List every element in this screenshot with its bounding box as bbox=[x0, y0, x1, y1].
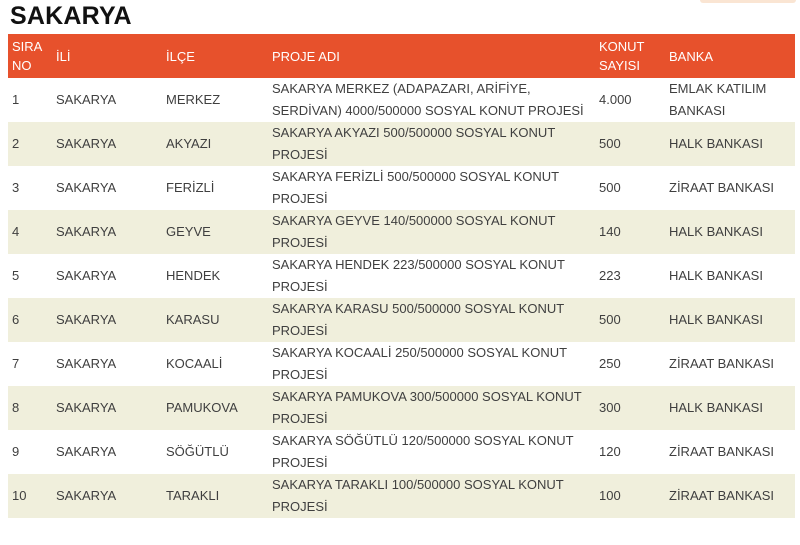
table-row: 7 SAKARYA KOCAALİ SAKARYA KOCAALİ 250/50… bbox=[8, 342, 795, 386]
cell-ili: SAKARYA bbox=[56, 400, 117, 415]
header-ilce: İLÇE bbox=[162, 34, 268, 78]
cell-konut-sayisi: 4.000 bbox=[599, 92, 632, 107]
cell-konut-sayisi: 500 bbox=[599, 136, 621, 151]
header-konut-sayisi: KONUT SAYISI bbox=[595, 34, 665, 78]
cell-konut-sayisi: 300 bbox=[599, 400, 621, 415]
top-right-accent-strip bbox=[700, 0, 796, 3]
cell-ilce: SÖĞÜTLÜ bbox=[166, 444, 229, 459]
header-ili: İLİ bbox=[52, 34, 162, 78]
cell-ili: SAKARYA bbox=[56, 268, 117, 283]
table-row: 6 SAKARYA KARASU SAKARYA KARASU 500/5000… bbox=[8, 298, 795, 342]
header-banka: BANKA bbox=[665, 34, 795, 78]
cell-banka: HALK BANKASI bbox=[669, 136, 763, 151]
cell-proje-adi: SAKARYA GEYVE 140/500000 SOSYAL KONUT PR… bbox=[272, 213, 556, 250]
cell-ili: SAKARYA bbox=[56, 356, 117, 371]
table-row: 5 SAKARYA HENDEK SAKARYA HENDEK 223/5000… bbox=[8, 254, 795, 298]
cell-proje-adi: SAKARYA HENDEK 223/500000 SOSYAL KONUT P… bbox=[272, 257, 565, 294]
table-header-row: SIRA NO İLİ İLÇE PROJE ADI KONUT SAYISI … bbox=[8, 34, 795, 78]
table-row: 3 SAKARYA FERİZLİ SAKARYA FERİZLİ 500/50… bbox=[8, 166, 795, 210]
cell-sira-no: 1 bbox=[12, 92, 20, 107]
header-proje-adi: PROJE ADI bbox=[268, 34, 595, 78]
table-row: 2 SAKARYA AKYAZI SAKARYA AKYAZI 500/5000… bbox=[8, 122, 795, 166]
cell-sira-no: 8 bbox=[12, 400, 20, 415]
cell-konut-sayisi: 100 bbox=[599, 488, 621, 503]
page-title: SAKARYA bbox=[10, 2, 132, 30]
cell-ilce: PAMUKOVA bbox=[166, 400, 238, 415]
cell-proje-adi: SAKARYA SÖĞÜTLÜ 120/500000 SOSYAL KONUT … bbox=[272, 433, 574, 470]
cell-banka: HALK BANKASI bbox=[669, 312, 763, 327]
cell-ili: SAKARYA bbox=[56, 136, 117, 151]
projects-table: SIRA NO İLİ İLÇE PROJE ADI KONUT SAYISI … bbox=[8, 34, 795, 518]
cell-ili: SAKARYA bbox=[56, 312, 117, 327]
table-row: 1 SAKARYA MERKEZ SAKARYA MERKEZ (ADAPAZA… bbox=[8, 78, 795, 122]
cell-ilce: FERİZLİ bbox=[166, 180, 215, 195]
cell-ilce: KOCAALİ bbox=[166, 356, 223, 371]
cell-banka: ZİRAAT BANKASI bbox=[669, 488, 774, 503]
cell-ili: SAKARYA bbox=[56, 444, 117, 459]
cell-proje-adi: SAKARYA KOCAALİ 250/500000 SOSYAL KONUT … bbox=[272, 345, 567, 382]
cell-proje-adi: SAKARYA KARASU 500/500000 SOSYAL KONUT P… bbox=[272, 301, 564, 338]
cell-konut-sayisi: 500 bbox=[599, 180, 621, 195]
cell-ilce: AKYAZI bbox=[166, 136, 212, 151]
cell-konut-sayisi: 500 bbox=[599, 312, 621, 327]
cell-banka: ZİRAAT BANKASI bbox=[669, 356, 774, 371]
cell-konut-sayisi: 223 bbox=[599, 268, 621, 283]
cell-ili: SAKARYA bbox=[56, 488, 117, 503]
cell-sira-no: 3 bbox=[12, 180, 20, 195]
cell-sira-no: 6 bbox=[12, 312, 20, 327]
cell-proje-adi: SAKARYA MERKEZ (ADAPAZARI, ARİFİYE, SERD… bbox=[272, 81, 584, 118]
cell-sira-no: 7 bbox=[12, 356, 20, 371]
cell-sira-no: 5 bbox=[12, 268, 20, 283]
cell-banka: HALK BANKASI bbox=[669, 268, 763, 283]
cell-proje-adi: SAKARYA FERİZLİ 500/500000 SOSYAL KONUT … bbox=[272, 169, 559, 206]
cell-ili: SAKARYA bbox=[56, 180, 117, 195]
table-header: SIRA NO İLİ İLÇE PROJE ADI KONUT SAYISI … bbox=[8, 34, 795, 78]
cell-ilce: KARASU bbox=[166, 312, 220, 327]
cell-banka: ZİRAAT BANKASI bbox=[669, 444, 774, 459]
cell-konut-sayisi: 120 bbox=[599, 444, 621, 459]
cell-proje-adi: SAKARYA PAMUKOVA 300/500000 SOSYAL KONUT… bbox=[272, 389, 582, 426]
cell-ili: SAKARYA bbox=[56, 224, 117, 239]
cell-sira-no: 10 bbox=[12, 488, 27, 503]
table-row: 4 SAKARYA GEYVE SAKARYA GEYVE 140/500000… bbox=[8, 210, 795, 254]
cell-ili: SAKARYA bbox=[56, 92, 117, 107]
header-sira-no: SIRA NO bbox=[8, 34, 52, 78]
cell-ilce: TARAKLI bbox=[166, 488, 220, 503]
cell-ilce: MERKEZ bbox=[166, 92, 221, 107]
cell-konut-sayisi: 140 bbox=[599, 224, 621, 239]
cell-sira-no: 9 bbox=[12, 444, 20, 459]
cell-proje-adi: SAKARYA TARAKLI 100/500000 SOSYAL KONUT … bbox=[272, 477, 564, 514]
cell-ilce: HENDEK bbox=[166, 268, 221, 283]
cell-banka: EMLAK KATILIM BANKASI bbox=[669, 81, 767, 118]
table-body: 1 SAKARYA MERKEZ SAKARYA MERKEZ (ADAPAZA… bbox=[8, 78, 795, 518]
cell-banka: HALK BANKASI bbox=[669, 400, 763, 415]
table-row: 10 SAKARYA TARAKLI SAKARYA TARAKLI 100/5… bbox=[8, 474, 795, 518]
cell-konut-sayisi: 250 bbox=[599, 356, 621, 371]
cell-sira-no: 4 bbox=[12, 224, 20, 239]
cell-proje-adi: SAKARYA AKYAZI 500/500000 SOSYAL KONUT P… bbox=[272, 125, 556, 162]
table-row: 8 SAKARYA PAMUKOVA SAKARYA PAMUKOVA 300/… bbox=[8, 386, 795, 430]
cell-banka: HALK BANKASI bbox=[669, 224, 763, 239]
cell-sira-no: 2 bbox=[12, 136, 20, 151]
table-row: 9 SAKARYA SÖĞÜTLÜ SAKARYA SÖĞÜTLÜ 120/50… bbox=[8, 430, 795, 474]
cell-ilce: GEYVE bbox=[166, 224, 211, 239]
cell-banka: ZİRAAT BANKASI bbox=[669, 180, 774, 195]
